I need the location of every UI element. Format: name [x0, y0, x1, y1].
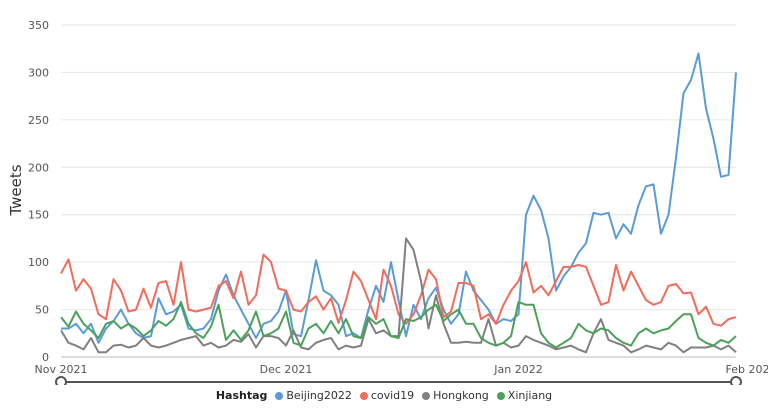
y-tick-label: 50	[35, 304, 49, 317]
series-lines	[60, 52, 737, 354]
series-line-covid19	[60, 253, 737, 327]
y-tick-label: 300	[28, 66, 49, 79]
legend-item-xinjiang[interactable]: Xinjiang	[496, 389, 553, 402]
legend-swatch	[422, 391, 431, 400]
gridlines	[61, 24, 736, 358]
legend-item-covid19[interactable]: covid19	[359, 389, 415, 402]
y-tick-label: 350	[28, 19, 49, 32]
y-tick-label: 0	[42, 351, 49, 364]
legend-item-beijing2022[interactable]: Beijing2022	[275, 389, 352, 402]
legend: Hashtag Beijing2022 covid19 Hongkong Xinjia…	[0, 389, 768, 402]
legend-item-hongkong[interactable]: Hongkong	[422, 389, 489, 402]
x-axis-ticks: Nov 2021 Dec 2021 Jan 2022 Feb 2022	[35, 363, 768, 376]
x-tick-label: Dec 2021	[260, 363, 313, 376]
legend-label: Xinjiang	[507, 389, 553, 402]
legend-swatch	[275, 391, 284, 400]
range-slider[interactable]	[55, 376, 742, 385]
legend-label: covid19	[370, 389, 415, 402]
y-tick-label: 150	[28, 209, 49, 222]
legend-swatch	[359, 391, 368, 400]
range-slider-start-handle[interactable]	[55, 376, 67, 385]
y-tick-label: 250	[28, 114, 49, 127]
x-tick-label: Nov 2021	[35, 363, 88, 376]
y-axis-ticks: 0 50 100 150 200 250 300 350	[28, 19, 49, 364]
series-line-xinjiang	[60, 301, 737, 349]
range-slider-end-handle[interactable]	[730, 376, 742, 385]
legend-label: Beijing2022	[286, 389, 352, 402]
x-tick-label: Jan 2022	[493, 363, 542, 376]
x-tick-label: Feb 2022	[726, 363, 768, 376]
legend-swatch	[496, 391, 505, 400]
y-tick-label: 100	[28, 256, 49, 269]
legend-label: Hongkong	[433, 389, 489, 402]
legend-items: Beijing2022 covid19 Hongkong Xinjiang	[275, 389, 552, 402]
series-line-beijing2022	[61, 52, 737, 344]
y-tick-label: 200	[28, 161, 49, 174]
y-axis-label: Tweets	[7, 164, 25, 216]
legend-title: Hashtag	[215, 389, 268, 402]
line-chart: 0 50 100 150 200 250 300 350 Nov 2021 Dec 2021 Ja…	[7, 19, 768, 385]
